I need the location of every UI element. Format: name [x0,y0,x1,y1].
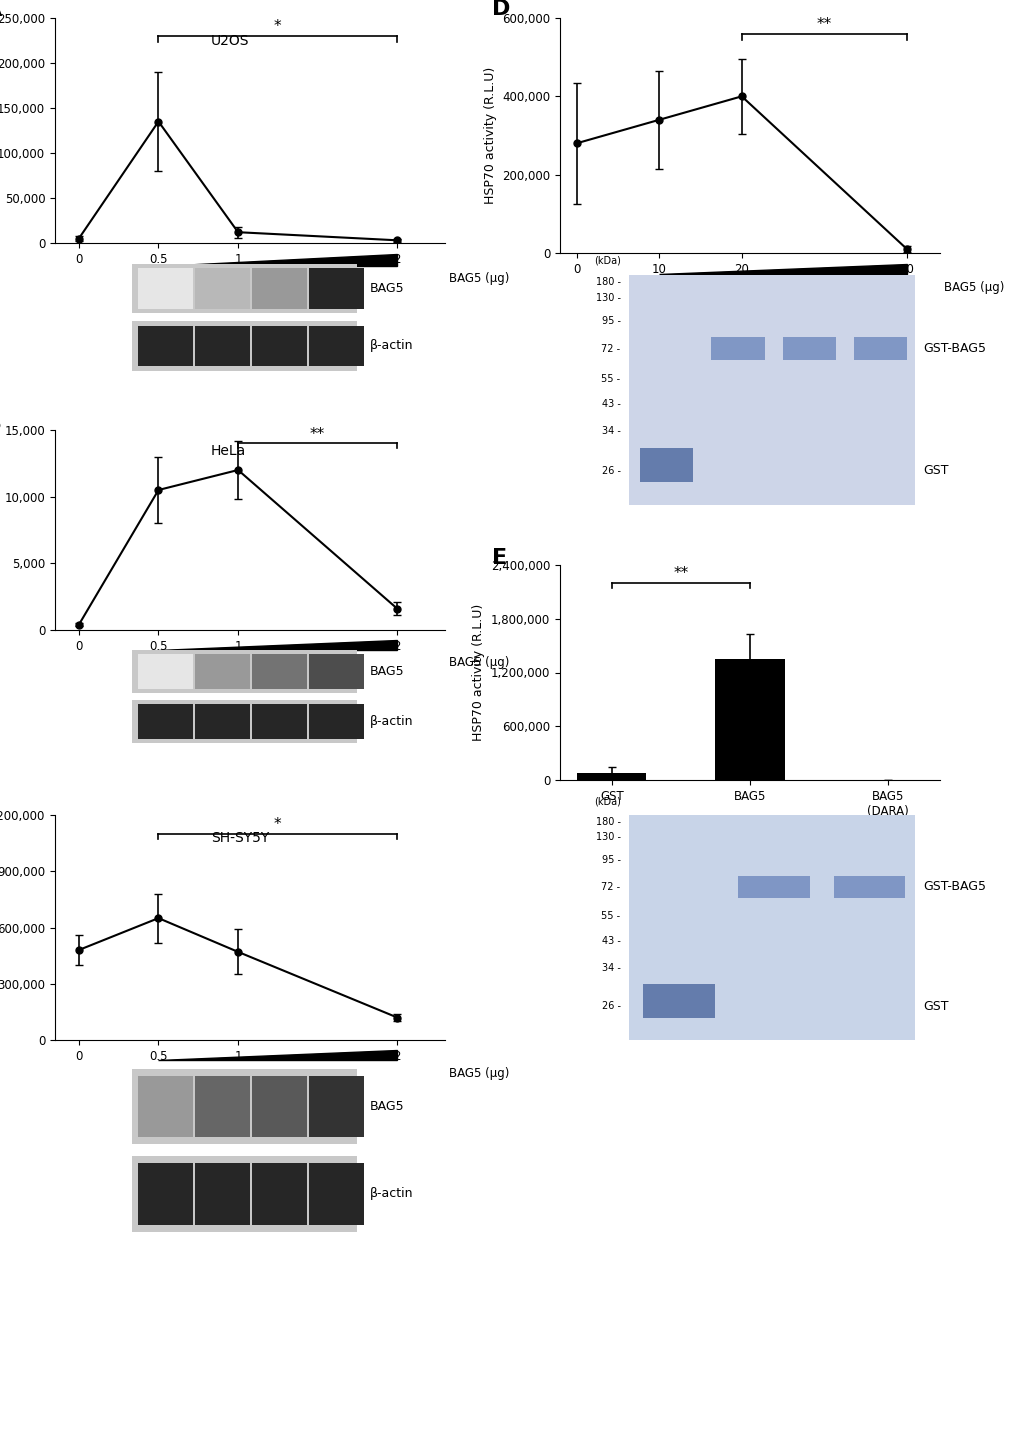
Text: BAG5 (μg): BAG5 (μg) [448,656,508,669]
Text: BAG5 (μg): BAG5 (μg) [943,281,1003,295]
Bar [639,447,693,482]
Polygon shape [158,1051,396,1061]
Text: HeLa: HeLa [211,444,246,459]
Text: **: ** [816,17,832,32]
Bar [138,1164,193,1225]
Bar [629,815,914,1040]
Text: (kDa): (kDa) [593,255,620,266]
Text: GST-BAG5: GST-BAG5 [922,342,985,355]
Bar [714,659,784,781]
Text: 34 -: 34 - [601,427,620,437]
Text: 95 -: 95 - [601,855,620,865]
Bar [195,268,250,309]
Polygon shape [158,640,396,650]
Text: GST-BAG5: GST-BAG5 [922,881,985,894]
Bar [138,704,193,739]
Text: 180 -: 180 - [595,277,620,287]
Text: E: E [491,548,506,567]
Text: **: ** [673,566,688,582]
Bar [629,276,914,505]
Bar [643,984,714,1017]
Text: 72 -: 72 - [601,882,620,892]
Text: 26 -: 26 - [601,1001,620,1011]
Bar [252,268,307,309]
Bar [577,773,646,781]
Bar [131,650,357,694]
Bar [131,1156,357,1232]
Text: β-actin: β-actin [369,1187,413,1200]
Bar [782,337,836,360]
Y-axis label: HSP70 activity (R.L.U): HSP70 activity (R.L.U) [483,67,496,205]
Bar [853,337,907,360]
Bar [195,326,250,366]
Polygon shape [158,254,396,266]
Bar [710,337,764,360]
Text: 34 -: 34 - [601,963,620,974]
Bar [309,268,364,309]
Bar [309,1075,364,1138]
Text: BAG5: BAG5 [369,665,404,678]
Text: GST: GST [922,1000,948,1013]
Text: 180 -: 180 - [595,817,620,827]
Text: 43 -: 43 - [601,936,620,946]
Bar [131,264,357,313]
Bar [309,326,364,366]
Bar [252,326,307,366]
Bar [833,876,904,898]
Y-axis label: HSP70 activity (R.L.U): HSP70 activity (R.L.U) [472,604,485,741]
Bar [738,876,809,898]
Text: 43 -: 43 - [601,399,620,409]
Bar [138,654,193,689]
Bar [252,1075,307,1138]
Bar [252,654,307,689]
Text: β-actin: β-actin [369,340,413,353]
Text: B: B [0,414,2,434]
Text: 130 -: 130 - [595,293,620,303]
Bar [309,704,364,739]
Bar [252,704,307,739]
Bar [131,321,357,370]
Bar [309,654,364,689]
Text: SH-SY5Y: SH-SY5Y [211,831,269,844]
Bar [195,654,250,689]
Text: BAG5: BAG5 [369,281,404,295]
Bar [252,1164,307,1225]
Text: 130 -: 130 - [595,833,620,843]
Bar [138,268,193,309]
Text: 26 -: 26 - [601,466,620,476]
Text: GST: GST [922,464,948,477]
Text: 95 -: 95 - [601,316,620,326]
Text: A: A [0,0,2,20]
Text: β-actin: β-actin [369,715,413,728]
Text: U2OS: U2OS [211,33,250,48]
Text: 55 -: 55 - [601,911,620,921]
Text: **: ** [310,427,325,443]
Bar [131,699,357,743]
Bar [138,326,193,366]
Text: BAG5: BAG5 [369,1100,404,1113]
Polygon shape [658,264,906,274]
Bar [138,1075,193,1138]
Text: 55 -: 55 - [601,373,620,383]
Bar [309,1164,364,1225]
Text: (kDa): (kDa) [593,797,620,805]
Bar [195,1164,250,1225]
Text: BAG5 (μg): BAG5 (μg) [448,1066,508,1080]
Text: D: D [491,0,510,19]
Bar [131,1069,357,1143]
Text: C: C [0,797,1,817]
Text: *: * [274,19,281,35]
Text: *: * [274,817,281,831]
Text: 72 -: 72 - [601,344,620,354]
Bar [195,1075,250,1138]
Bar [195,704,250,739]
Text: BAG5 (μg): BAG5 (μg) [448,273,508,286]
